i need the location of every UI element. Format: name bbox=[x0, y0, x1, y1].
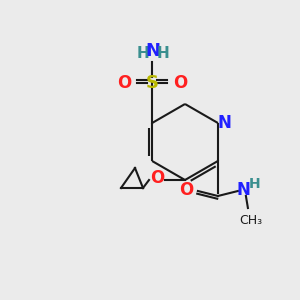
Text: S: S bbox=[146, 74, 159, 92]
Text: H: H bbox=[137, 46, 149, 61]
Text: O: O bbox=[173, 74, 187, 92]
Text: N: N bbox=[237, 181, 251, 199]
Text: H: H bbox=[157, 46, 169, 61]
Text: N: N bbox=[218, 114, 232, 132]
Text: H: H bbox=[249, 177, 261, 191]
Text: O: O bbox=[179, 181, 193, 199]
Text: N: N bbox=[146, 42, 160, 60]
Text: CH₃: CH₃ bbox=[239, 214, 262, 227]
Text: O: O bbox=[117, 74, 131, 92]
Text: O: O bbox=[150, 169, 164, 187]
